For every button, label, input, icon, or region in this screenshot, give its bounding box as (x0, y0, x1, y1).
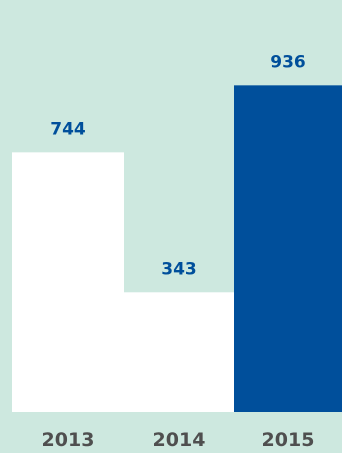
x-tick-label-2013: 2013 (42, 429, 95, 451)
bar-2013 (12, 152, 124, 412)
bar-2015 (234, 85, 342, 412)
value-label-2015: 936 (270, 52, 306, 72)
value-label-2013: 744 (50, 119, 86, 139)
x-tick-label-2014: 2014 (153, 429, 206, 451)
bar-2014 (124, 292, 234, 412)
value-label-2014: 343 (161, 259, 197, 279)
value-labels-group: 744 343 936 (50, 52, 306, 279)
bars-group (12, 85, 342, 412)
x-tick-labels-group: 2013 2014 2015 (42, 429, 315, 451)
x-tick-label-2015: 2015 (262, 429, 315, 451)
